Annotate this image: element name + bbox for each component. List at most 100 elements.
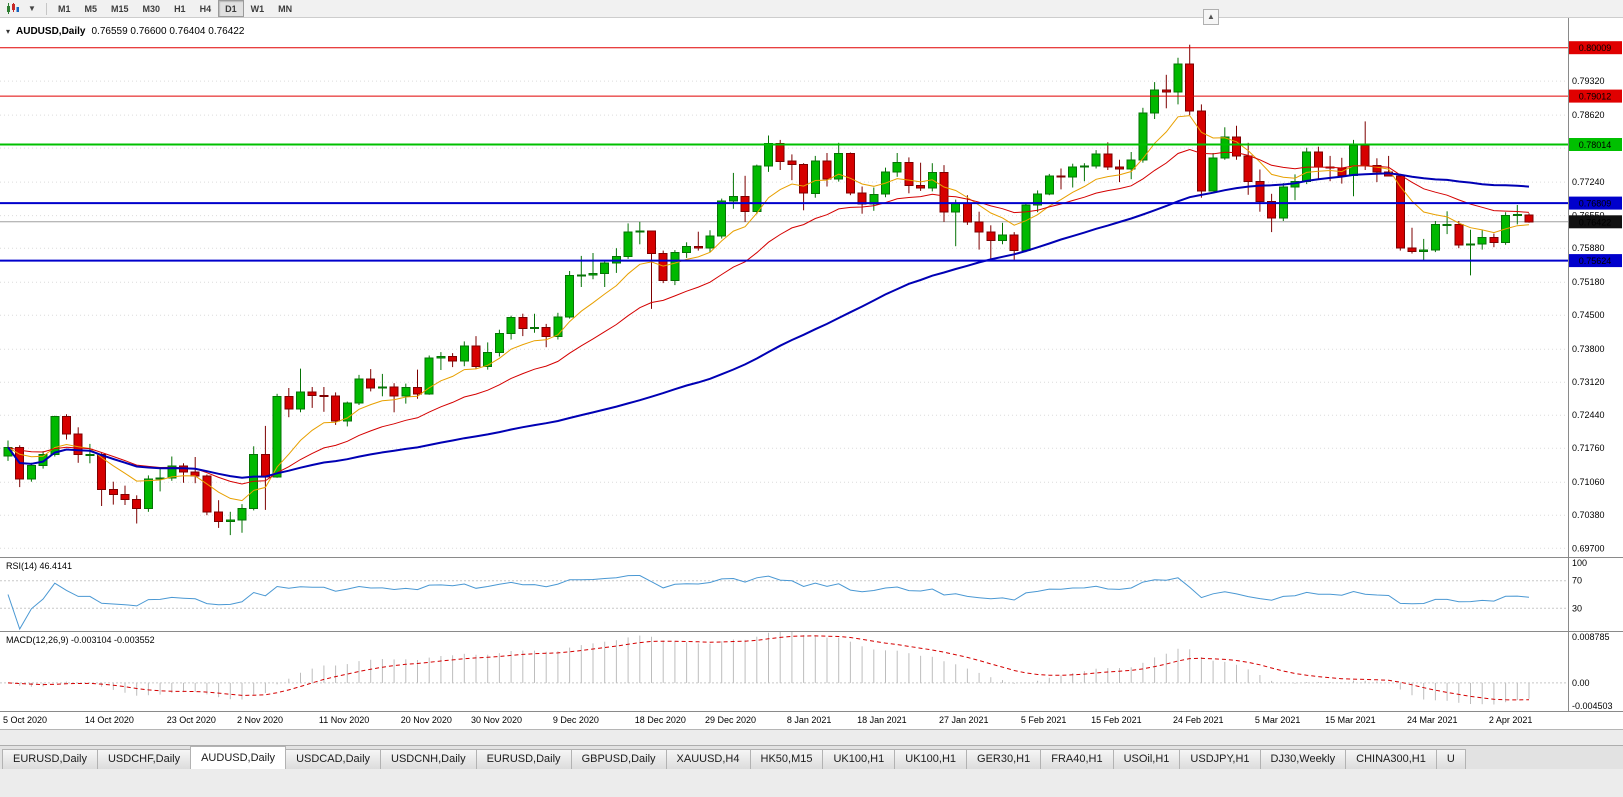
rsi-line (7, 574, 1530, 631)
chart-tab-gbpusd-daily[interactable]: GBPUSD,Daily (570, 749, 667, 769)
candlestick-chart-icon (6, 3, 19, 14)
period-button-d1[interactable]: D1 (218, 0, 244, 17)
ma-8-line (7, 115, 1530, 502)
chart-tab-audusd-daily[interactable]: AUDUSD,Daily (190, 746, 287, 769)
svg-text:0.80009: 0.80009 (1579, 43, 1612, 53)
macd-label: MACD(12,26,9) -0.003104 -0.003552 (6, 635, 155, 645)
date-label: 18 Dec 2020 (634, 715, 686, 725)
chart-tab-usdchf-daily[interactable]: USDCHF,Daily (96, 749, 192, 769)
chart-tab-u[interactable]: U (1435, 749, 1466, 769)
svg-text:0.75880: 0.75880 (1572, 243, 1605, 253)
moving-averages-layer (7, 115, 1530, 502)
chart-tab-uk100-h1[interactable]: UK100,H1 (894, 749, 968, 769)
period-button-m30[interactable]: M30 (142, 3, 161, 14)
date-label: 24 Feb 2021 (1173, 715, 1224, 725)
grid-layer (0, 80, 1568, 549)
chart-tab-usdcad-daily[interactable]: USDCAD,Daily (285, 749, 382, 769)
svg-text:0.76809: 0.76809 (1579, 199, 1612, 209)
chart-tab-xauusd-h4[interactable]: XAUUSD,H4 (665, 749, 751, 769)
date-label: 29 Dec 2020 (705, 715, 757, 725)
price-line-label-0.75624: 0.75624 (1569, 254, 1622, 268)
chart-title: ▾ AUDUSD,Daily 0.76559 0.76600 0.76404 0… (6, 26, 244, 37)
date-label: 5 Oct 2020 (3, 715, 48, 725)
rsi-label: RSI(14) 46.4141 (6, 561, 73, 571)
date-label: 23 Oct 2020 (166, 715, 216, 725)
svg-text:30: 30 (1572, 603, 1582, 613)
period-button-mn[interactable]: MN (278, 3, 293, 14)
price-line-label-0.79012: 0.79012 (1569, 89, 1622, 103)
rsi-indicator-pane[interactable]: 100 70 30 RSI(14) 46.4141 (0, 558, 1623, 632)
price-line-label-0.80009: 0.80009 (1569, 41, 1622, 55)
svg-text:0.71060: 0.71060 (1572, 477, 1605, 487)
svg-text:0.73120: 0.73120 (1572, 377, 1605, 387)
svg-text:0.79012: 0.79012 (1579, 92, 1612, 102)
time-axis[interactable]: 5 Oct 2020 14 Oct 2020 23 Oct 2020 2 Nov 20… (0, 712, 1623, 730)
date-label: 5 Mar 2021 (1254, 715, 1301, 725)
svg-text:-0.004503: -0.004503 (1572, 701, 1613, 711)
date-label: 27 Jan 2021 (939, 715, 989, 725)
date-label: 15 Feb 2021 (1091, 715, 1142, 725)
macd-signal-line (7, 635, 1530, 701)
chart-tab-hk50-m15[interactable]: HK50,M15 (749, 749, 824, 769)
period-button-h4[interactable]: H4 (199, 3, 212, 14)
period-button-m15[interactable]: M15 (111, 3, 129, 14)
horizontal-scroll-strip[interactable] (0, 730, 1623, 745)
date-label: 2 Apr 2021 (1488, 715, 1533, 725)
ma-20-line (7, 148, 1530, 485)
svg-text:0.76422: 0.76422 (1579, 217, 1612, 227)
date-label: 11 Nov 2020 (318, 715, 370, 725)
main-chart-pane[interactable]: 0.793200.786200.779400.772400.765500.758… (0, 18, 1623, 558)
macd-axis-labels: 0.008785 0.00 -0.004503 (1572, 632, 1613, 711)
date-label: 2 Nov 2020 (237, 715, 284, 725)
svg-text:0.73800: 0.73800 (1572, 344, 1605, 354)
candles-layer (3, 44, 1534, 536)
svg-text:0.78014: 0.78014 (1579, 140, 1612, 150)
date-label: 30 Nov 2020 (471, 715, 523, 725)
date-label: 5 Feb 2021 (1020, 715, 1067, 725)
period-button-m5[interactable]: M5 (84, 3, 98, 14)
bottom-strip (0, 769, 1623, 797)
svg-text:0.78620: 0.78620 (1572, 110, 1605, 120)
period-button-h1[interactable]: H1 (174, 3, 186, 14)
chart-tab-fra40-h1[interactable]: FRA40,H1 (1040, 749, 1114, 769)
macd-indicator-pane[interactable]: 0.008785 0.00 -0.004503 MACD(12,26,9) -0… (0, 632, 1623, 712)
period-buttons-group: M1 M5 M15 M30 H1 H4 D1 W1 MN (51, 0, 299, 17)
period-button-m1[interactable]: M1 (58, 3, 71, 14)
symbol-label: AUDUSD,Daily (16, 26, 86, 37)
svg-text:0.69700: 0.69700 (1572, 543, 1605, 553)
macd-histogram (19, 632, 1530, 705)
chart-tab-china300-h1[interactable]: CHINA300,H1 (1345, 749, 1437, 769)
date-label: 18 Jan 2021 (857, 715, 907, 725)
toolbar-separator (46, 2, 47, 15)
chart-tab-ger30-h1[interactable]: GER30,H1 (966, 749, 1042, 769)
one-click-trading-toggle[interactable]: ▾ (6, 27, 11, 36)
date-label: 15 Mar 2021 (1325, 715, 1376, 725)
period-button-w1[interactable]: W1 (250, 3, 265, 14)
rsi-canvas[interactable]: 100 70 30 (0, 558, 1623, 631)
svg-text:0.00: 0.00 (1572, 678, 1590, 688)
chart-tab-eurusd-daily[interactable]: EURUSD,Daily (2, 749, 98, 769)
svg-text:100: 100 (1572, 558, 1587, 568)
svg-text:0.008785: 0.008785 (1572, 632, 1610, 642)
macd-canvas[interactable]: 0.008785 0.00 -0.004503 (0, 632, 1623, 711)
current-price-box: 0.76422 (1569, 215, 1622, 229)
hlines-layer[interactable] (0, 47, 1568, 262)
chart-tab-usdcnh-daily[interactable]: USDCNH,Daily (380, 749, 477, 769)
svg-text:0.75180: 0.75180 (1572, 277, 1605, 287)
chart-tab-uk100-h1[interactable]: UK100,H1 (822, 749, 896, 769)
price-chart-canvas[interactable]: 0.793200.786200.779400.772400.765500.758… (0, 18, 1623, 557)
date-label: 8 Jan 2021 (786, 715, 832, 725)
chart-tab-eurusd-daily[interactable]: EURUSD,Daily (475, 749, 572, 769)
chart-type-button[interactable] (2, 1, 22, 16)
svg-text:0.72440: 0.72440 (1572, 410, 1605, 420)
date-label: 20 Nov 2020 (400, 715, 452, 725)
toolbar: ▼ M1 M5 M15 M30 H1 H4 D1 W1 MN (0, 0, 1623, 18)
date-label: 24 Mar 2021 (1407, 715, 1458, 725)
scroll-up-button[interactable]: ▲ (1203, 9, 1219, 25)
chart-tab-dj30-weekly[interactable]: DJ30,Weekly (1259, 749, 1347, 769)
svg-text:0.71760: 0.71760 (1572, 443, 1605, 453)
chart-tab-usdjpy-h1[interactable]: USDJPY,H1 (1179, 749, 1261, 769)
svg-text:0.77240: 0.77240 (1572, 177, 1605, 187)
chart-tab-usoil-h1[interactable]: USOil,H1 (1112, 749, 1181, 769)
chart-type-dropdown-button[interactable]: ▼ (22, 1, 42, 16)
